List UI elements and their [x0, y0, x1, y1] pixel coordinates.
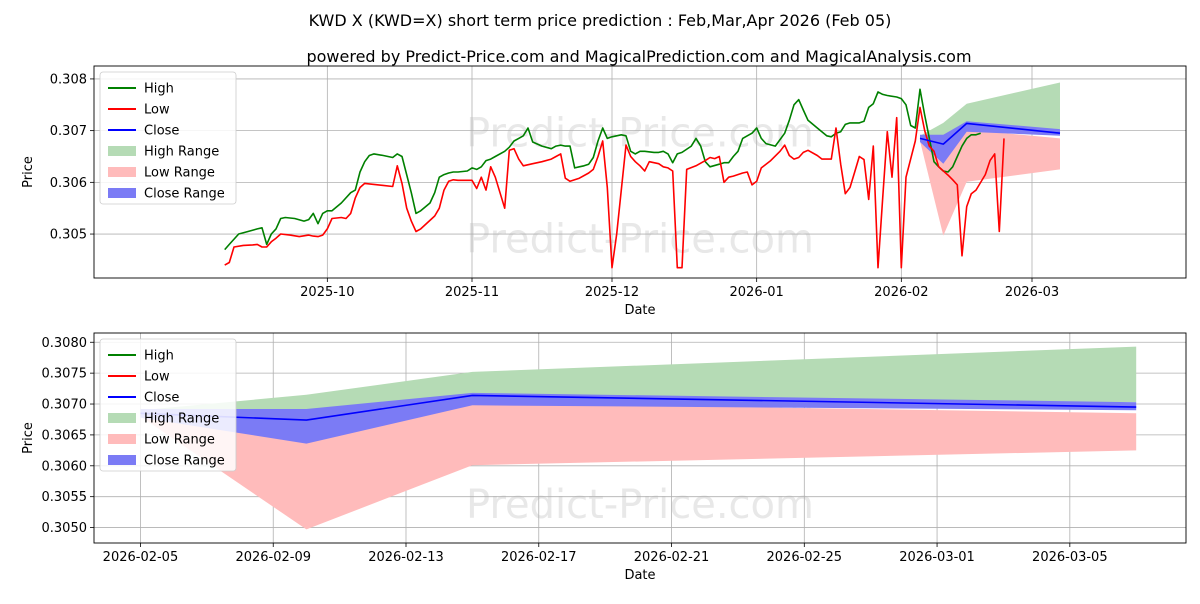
bottom-legend-swatch-high-range [108, 413, 136, 423]
chart-title: KWD X (KWD=X) short term price predictio… [309, 11, 892, 30]
history-panel: Predict-Price.com Predict-Price.com 2025-1… [21, 65, 1187, 318]
top-y-tick-label: 0.306 [50, 176, 87, 191]
bottom-y-tick-label: 0.3065 [42, 428, 88, 443]
top-y-tick-label: 0.308 [50, 72, 87, 87]
top-legend-label-high-range: High Range [144, 145, 219, 160]
top-x-tick-label: 2025-10 [300, 285, 354, 300]
bottom-x-tick-label: 2026-02-21 [634, 550, 710, 565]
top-x-tick-label: 2026-01 [730, 285, 784, 300]
bottom-y-tick-label: 0.3050 [42, 521, 88, 536]
top-x-tick-label: 2026-03 [1005, 285, 1059, 300]
top-x-tick-label: 2025-12 [585, 285, 639, 300]
top-legend-label-low-range: Low Range [144, 166, 215, 181]
bottom-y-tick-label: 0.3060 [42, 459, 88, 474]
top-axes-frame [93, 65, 1187, 279]
top-legend-swatch-close-range [108, 188, 136, 198]
bottom-x-tick-label: 2026-02-25 [767, 550, 843, 565]
bottom-x-axis-label: Date [624, 568, 655, 583]
top-low-range-band [920, 129, 1060, 236]
bottom-legend-label-high: High [144, 349, 174, 364]
bottom-legend-label-close-range: Close Range [144, 454, 225, 469]
chart-subtitle: powered by Predict-Price.com and Magical… [306, 47, 971, 66]
top-low-series-line [224, 106, 1005, 269]
bottom-y-tick-label: 0.3070 [42, 398, 88, 413]
bottom-y-tick-label: 0.3080 [42, 336, 88, 351]
bottom-legend-swatch-close-range [108, 455, 136, 465]
bottom-low-range-band [140, 402, 1137, 530]
bottom-x-tick-label: 2026-02-05 [103, 550, 179, 565]
bottom-x-tick-label: 2026-02-09 [235, 550, 311, 565]
bottom-y-tick-label: 0.3075 [42, 367, 88, 382]
bottom-legend-label-high-range: High Range [144, 412, 219, 427]
top-legend-swatch-high-range [108, 146, 136, 156]
bottom-legend-label-low-range: Low Range [144, 433, 215, 448]
top-high-series-line [224, 88, 981, 251]
top-x-tick-label: 2026-02 [874, 285, 928, 300]
bottom-axes-frame [93, 332, 1187, 544]
top-watermark-upper: Predict-Price.com [466, 111, 814, 157]
top-close-range-band [920, 121, 1060, 164]
top-watermark-lower: Predict-Price.com [466, 217, 814, 263]
top-x-tick-label: 2025-11 [445, 285, 499, 300]
bottom-legend-label-close: Close [144, 391, 179, 406]
top-legend-label-high: High [144, 82, 174, 97]
bottom-close-range-band [140, 392, 1137, 444]
bottom-x-tick-label: 2026-02-17 [501, 550, 577, 565]
top-y-tick-label: 0.307 [50, 124, 87, 139]
top-legend-label-close-range: Close Range [144, 187, 225, 202]
bottom-watermark-lower: Predict-Price.com [466, 482, 814, 528]
bottom-x-tick-label: 2026-03-05 [1032, 550, 1108, 565]
top-y-tick-label: 0.305 [50, 228, 87, 243]
top-legend-swatch-low-range [108, 167, 136, 177]
top-close-forecast-line [919, 122, 1061, 145]
top-x-axis-label: Date [624, 303, 655, 318]
top-legend-label-close: Close [144, 124, 179, 139]
bottom-y-axis-label: Price [21, 422, 36, 454]
top-legend-label-low: Low [144, 103, 170, 118]
bottom-legend-swatch-low-range [108, 434, 136, 444]
bottom-y-tick-label: 0.3055 [42, 490, 88, 505]
bottom-x-tick-label: 2026-02-13 [368, 550, 444, 565]
bottom-x-tick-label: 2026-03-01 [899, 550, 975, 565]
bottom-legend-label-low: Low [144, 370, 170, 385]
forecast-panel: Predict-Price.comPredict-Price.com2026-0… [21, 332, 1187, 583]
top-y-axis-label: Price [21, 156, 36, 188]
